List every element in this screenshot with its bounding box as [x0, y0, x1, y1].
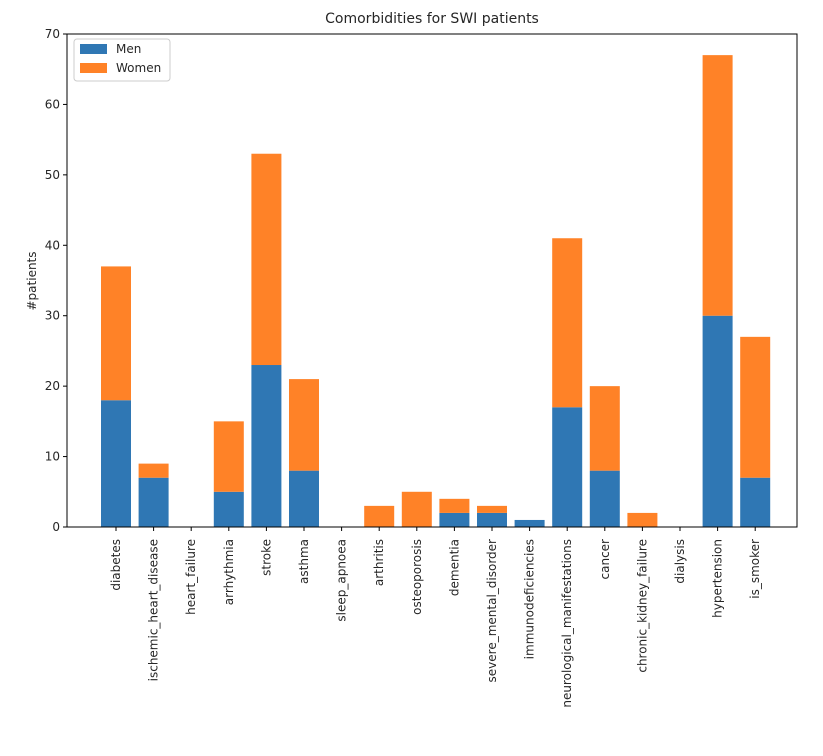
- x-tick-label: arrhythmia: [222, 539, 236, 605]
- x-tick-label: ischemic_heart_disease: [147, 539, 161, 681]
- bar-men-cancer: [589, 470, 620, 527]
- legend: Men Women: [73, 38, 171, 82]
- bar-men-arrhythmia: [213, 491, 244, 527]
- legend-swatch-men: [80, 44, 107, 54]
- bar-women-dementia: [439, 498, 470, 513]
- y-axis-label: #patients: [25, 251, 39, 310]
- x-tick-label: heart_failure: [184, 539, 198, 615]
- y-tick-label: 10: [45, 450, 60, 464]
- bar-men-asthma: [289, 470, 319, 527]
- legend-swatch-women: [80, 63, 107, 73]
- y-tick-label: 60: [45, 97, 60, 111]
- legend-label-women: Women: [116, 61, 161, 75]
- bar-women-arthritis: [364, 505, 395, 527]
- bar-women-hypertension: [702, 55, 733, 316]
- bars-group: [101, 55, 771, 527]
- bar-men-dementia: [439, 512, 470, 527]
- chart-title: Comorbidities for SWI patients: [325, 11, 539, 27]
- y-tick-label: 50: [45, 168, 60, 182]
- bar-women-diabetes: [101, 266, 131, 401]
- x-tick-label: asthma: [297, 539, 311, 584]
- bar-women-is-smoker: [740, 336, 771, 478]
- y-tick-label: 40: [45, 238, 60, 252]
- bar-men-hypertension: [702, 315, 733, 527]
- bar-women-arrhythmia: [213, 421, 244, 492]
- bar-men-stroke: [251, 365, 282, 527]
- x-tick-label: immunodeficiencies: [523, 539, 537, 659]
- x-tick-label: osteoporosis: [410, 539, 424, 615]
- x-tick-label: dialysis: [673, 539, 687, 584]
- y-tick-label: 20: [45, 379, 60, 393]
- bar-men-ischemic-heart-disease: [138, 477, 169, 527]
- x-tick-label: hypertension: [711, 539, 725, 618]
- bar-women-stroke: [251, 153, 282, 366]
- x-tick-label: severe_mental_disorder: [485, 539, 499, 683]
- x-tick-label: stroke: [259, 539, 273, 576]
- x-axis: diabetes ischemic_heart_disease heart_fail…: [109, 527, 762, 708]
- plot-frame: [66, 33, 798, 528]
- bar-women-neurological-manifestations: [552, 238, 583, 408]
- legend-label-men: Men: [116, 42, 141, 56]
- bar-women-cancer: [589, 386, 620, 471]
- bar-men-severe-mental-disorder: [477, 512, 507, 527]
- x-tick-label: neurological_manifestations: [560, 539, 574, 708]
- bar-men-is-smoker: [740, 477, 771, 527]
- x-tick-label: is_smoker: [748, 539, 762, 599]
- x-tick-label: dementia: [447, 539, 461, 596]
- x-tick-label: cancer: [598, 539, 612, 580]
- x-tick-label: diabetes: [109, 539, 123, 591]
- bar-women-asthma: [289, 379, 319, 471]
- bar-women-severe-mental-disorder: [477, 505, 507, 513]
- y-tick-label: 0: [52, 520, 60, 534]
- x-tick-label: chronic_kidney_failure: [635, 539, 649, 673]
- y-tick-label: 30: [45, 309, 60, 323]
- bar-men-neurological-manifestations: [552, 407, 583, 527]
- x-tick-label: arthritis: [372, 539, 386, 586]
- y-tick-label: 70: [45, 27, 60, 41]
- x-tick-label: sleep_apnoea: [335, 539, 349, 622]
- bar-women-ischemic-heart-disease: [138, 463, 169, 478]
- bar-women-chronic-kidney-failure: [627, 512, 658, 527]
- bar-women-osteoporosis: [401, 491, 432, 527]
- bar-men-immunodeficiencies: [514, 519, 545, 527]
- bar-men-diabetes: [101, 400, 131, 527]
- y-axis: 0 10 20 30 40 50 60 70: [45, 27, 67, 534]
